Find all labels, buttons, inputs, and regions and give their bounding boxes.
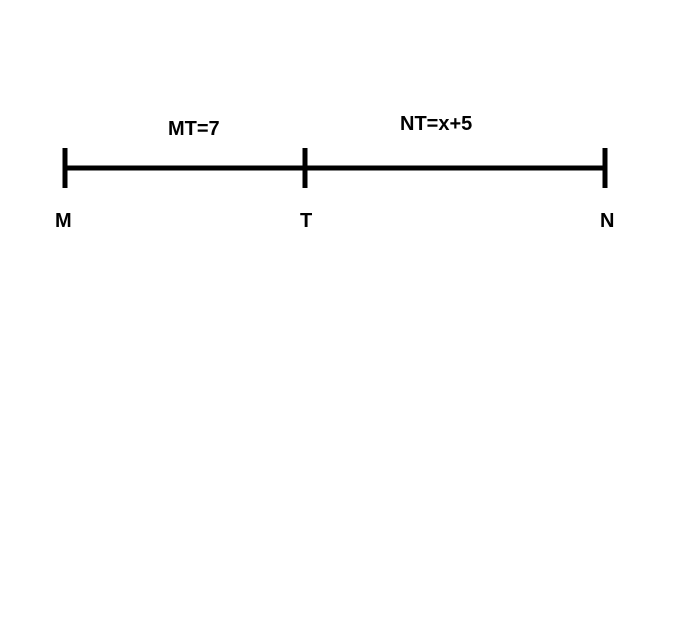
segment-label-NT: NT=x+5: [400, 113, 472, 136]
diagram-svg: [0, 0, 692, 612]
point-label-N: N: [600, 210, 614, 233]
segment-label-MT: MT=7: [168, 118, 220, 141]
point-label-M: M: [55, 210, 72, 233]
point-label-T: T: [300, 210, 312, 233]
line-segment-diagram: MT=7 NT=x+5 M T N: [0, 0, 692, 612]
